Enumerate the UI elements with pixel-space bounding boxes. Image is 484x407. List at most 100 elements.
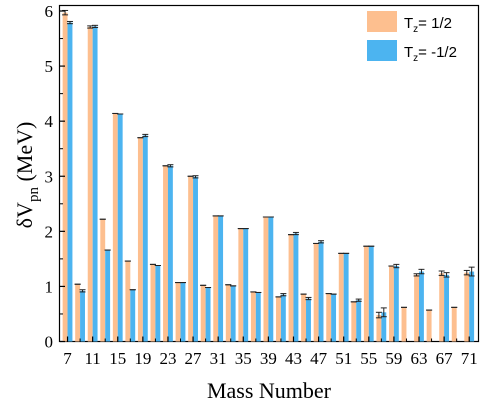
x-tick-label-27: 27 — [185, 349, 203, 368]
x-axis-label: Mass Number — [207, 378, 332, 403]
bar-tz-half-39 — [263, 217, 269, 342]
bar-tz-half-17 — [125, 261, 131, 342]
error-bar-tz-minus-half-45 — [305, 296, 312, 301]
bar-tz-minus-half-35 — [243, 228, 249, 342]
bar-tz-minus-half-49 — [331, 294, 337, 342]
bar-tz-minus-half-53 — [356, 300, 362, 342]
x-tick-label-31: 31 — [210, 349, 227, 368]
bar-tz-minus-half-7 — [67, 22, 73, 342]
bar-tz-minus-half-11 — [92, 26, 98, 342]
x-tick-label-19: 19 — [134, 349, 151, 368]
bar-tz-minus-half-47 — [318, 241, 324, 342]
y-tick-label-0: 0 — [45, 333, 54, 352]
bar-tz-half-33 — [225, 284, 231, 342]
bar-tz-minus-half-19 — [142, 135, 148, 342]
legend-swatch-tz-minus-half — [367, 40, 397, 61]
y-tick-label-4: 4 — [45, 112, 54, 131]
bar-tz-half-45 — [301, 294, 307, 342]
bar-tz-half-37 — [250, 291, 256, 342]
x-tick-label-35: 35 — [235, 349, 252, 368]
bar-tz-half-19 — [137, 137, 143, 342]
y-tick-label-1: 1 — [45, 277, 54, 296]
bar-tz-minus-half-33 — [230, 285, 236, 342]
bar-tz-minus-half-59 — [393, 266, 399, 342]
bar-tz-minus-half-23 — [167, 165, 173, 342]
y-tick-label-5: 5 — [45, 57, 54, 76]
x-tick-label-55: 55 — [360, 349, 377, 368]
bar-tz-half-67 — [439, 273, 445, 342]
error-bar-tz-minus-half-23 — [167, 164, 174, 168]
legend-label-tz-minus-half: Tz= -1/2 — [404, 44, 457, 64]
bar-tz-minus-half-21 — [155, 265, 161, 342]
bar-tz-half-25 — [175, 282, 181, 342]
bar-tz-minus-half-67 — [444, 274, 450, 342]
bar-tz-minus-half-13 — [105, 250, 111, 342]
bar-tz-minus-half-55 — [368, 246, 374, 342]
bar-tz-minus-half-15 — [117, 114, 123, 342]
x-tick-label-39: 39 — [260, 349, 277, 368]
bar-tz-half-51 — [338, 253, 344, 342]
error-bar-tz-minus-half-59 — [393, 263, 400, 269]
y-tick-label-2: 2 — [45, 222, 54, 241]
x-tick-label-51: 51 — [335, 349, 352, 368]
y-tick-label-3: 3 — [45, 167, 54, 186]
bar-tz-half-43 — [288, 234, 294, 342]
bar-tz-half-21 — [150, 264, 156, 342]
bar-tz-minus-half-45 — [306, 298, 311, 342]
x-tick-label-63: 63 — [411, 349, 428, 368]
bar-tz-half-31 — [213, 215, 219, 342]
bar-tz-minus-half-17 — [130, 289, 136, 342]
bar-tz-half-57 — [376, 315, 382, 342]
bar-tz-half-15 — [112, 113, 118, 342]
error-bar-tz-half-71 — [463, 269, 470, 276]
x-tick-label-71: 71 — [461, 349, 478, 368]
y-tick-label-6: 6 — [45, 2, 54, 21]
bar-tz-half-27 — [188, 176, 194, 342]
error-bar-tz-minus-half-27 — [192, 175, 199, 179]
bar-tz-half-61 — [401, 307, 407, 342]
x-tick-label-23: 23 — [159, 349, 176, 368]
error-bar-tz-minus-half-19 — [142, 133, 149, 138]
bar-tz-half-53 — [351, 301, 357, 342]
bar-tz-half-7 — [62, 12, 68, 342]
x-tick-label-11: 11 — [84, 349, 100, 368]
bar-tz-half-35 — [238, 228, 244, 342]
bar-tz-half-41 — [276, 296, 281, 342]
bar-tz-minus-half-43 — [293, 233, 299, 342]
error-bar-tz-minus-half-63 — [418, 268, 425, 275]
bar-tz-minus-half-57 — [381, 312, 387, 342]
bar-tz-minus-half-37 — [255, 292, 261, 342]
error-bar-tz-minus-half-9 — [79, 289, 86, 293]
bar-tz-minus-half-63 — [419, 271, 424, 342]
bars-layer — [62, 12, 475, 342]
error-bar-tz-half-11 — [87, 25, 94, 29]
error-bar-tz-half-67 — [438, 270, 445, 276]
legend-swatch-tz-half — [367, 11, 397, 32]
bar-tz-half-13 — [100, 219, 106, 342]
bar-tz-minus-half-41 — [280, 294, 286, 342]
bar-tz-minus-half-51 — [343, 253, 349, 342]
x-tick-label-7: 7 — [63, 349, 72, 368]
bar-tz-minus-half-9 — [80, 290, 85, 342]
bar-tz-half-9 — [75, 284, 81, 342]
bar-tz-half-55 — [363, 246, 369, 342]
bar-tz-half-11 — [87, 26, 93, 342]
error-bar-tz-minus-half-11 — [92, 24, 99, 29]
y-axis-label: δVpn (MeV) — [12, 122, 42, 229]
bar-tz-half-49 — [326, 293, 332, 342]
error-bar-tz-minus-half-57 — [380, 307, 387, 318]
error-bar-tz-minus-half-7 — [66, 20, 73, 25]
x-tick-label-67: 67 — [436, 349, 454, 368]
bar-tz-half-59 — [389, 266, 394, 342]
error-bar-tz-minus-half-43 — [292, 231, 299, 236]
error-bar-tz-minus-half-67 — [443, 272, 450, 278]
x-tick-label-47: 47 — [310, 349, 328, 368]
bar-tz-minus-half-71 — [469, 271, 475, 342]
bar-tz-minus-half-25 — [180, 282, 186, 342]
bar-tz-minus-half-31 — [218, 215, 224, 342]
bar-tz-half-47 — [313, 243, 319, 342]
error-bar-tz-minus-half-41 — [280, 293, 287, 297]
error-bars-layer — [62, 9, 475, 319]
error-bar-tz-minus-half-47 — [318, 240, 325, 244]
